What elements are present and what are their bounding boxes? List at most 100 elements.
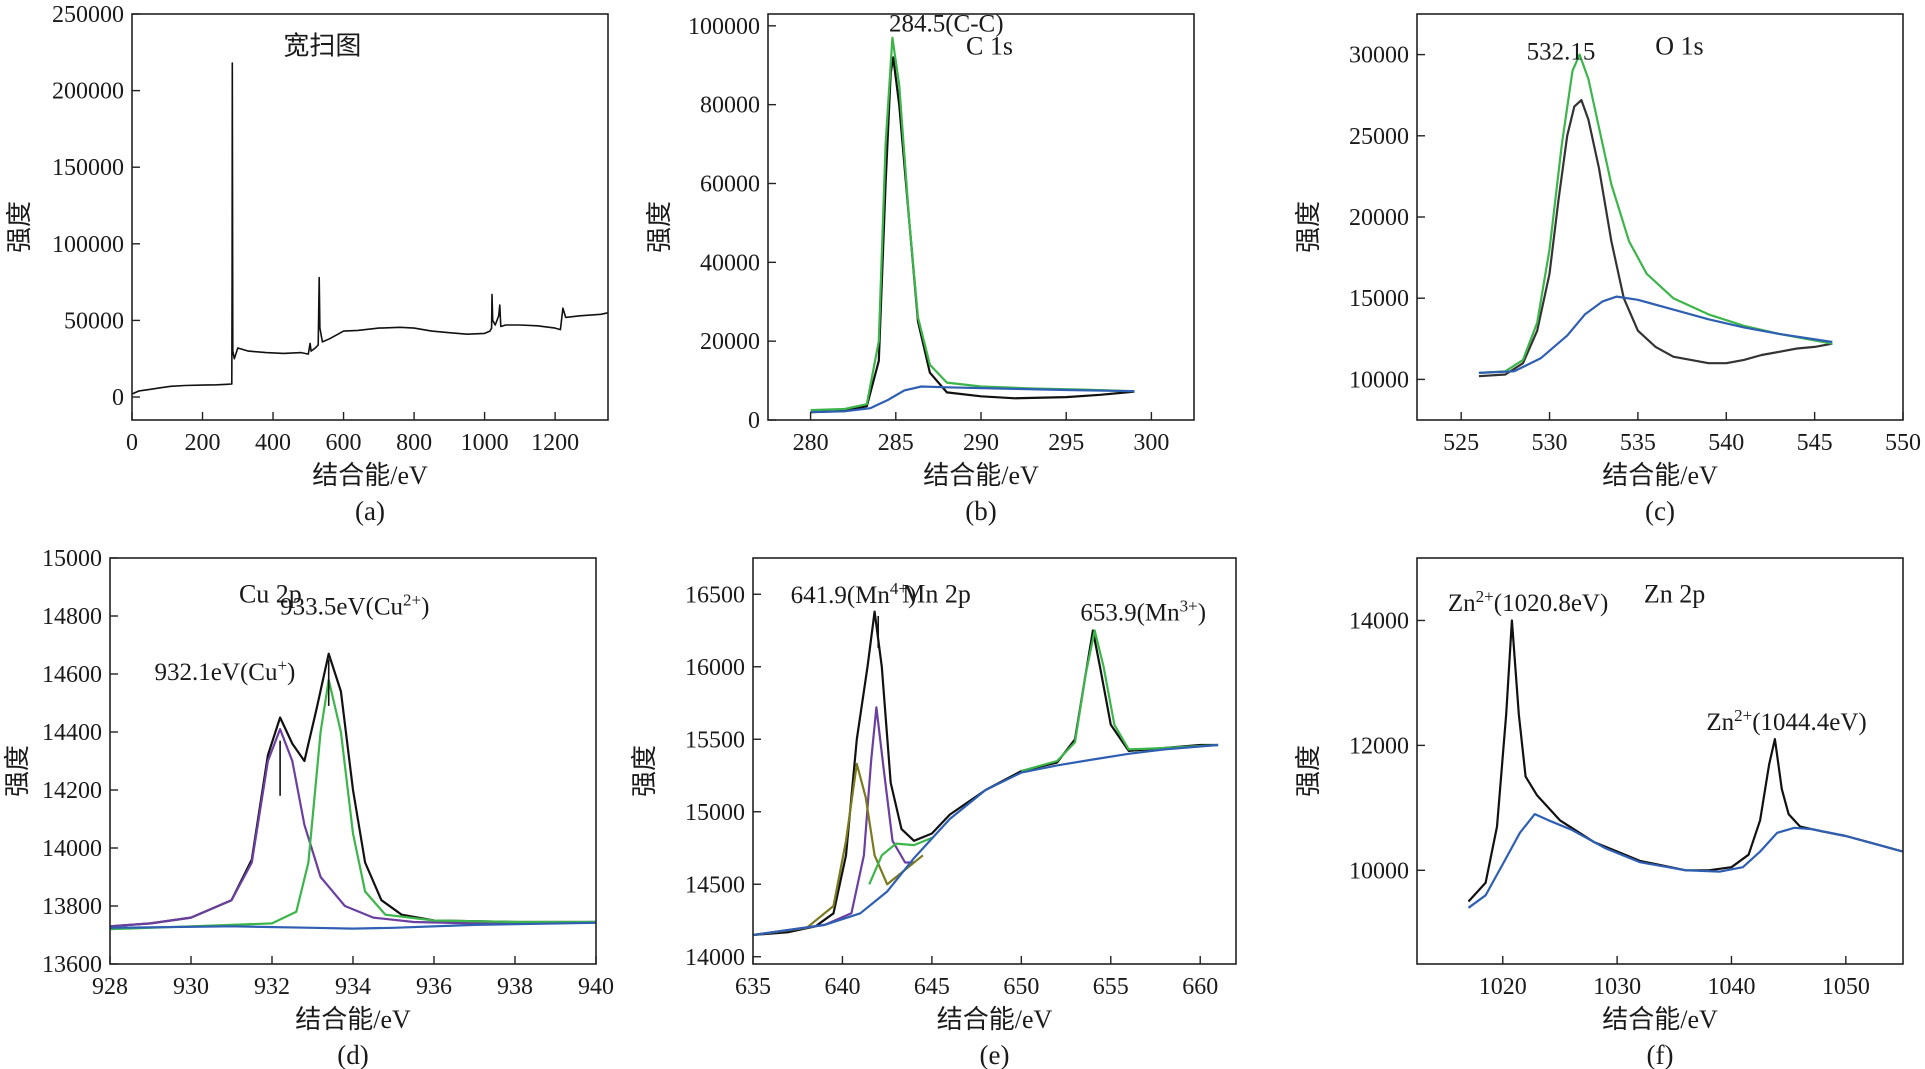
y-tick-label: 50000 bbox=[64, 308, 124, 334]
y-tick-label: 14500 bbox=[685, 872, 745, 898]
plot-frame bbox=[767, 13, 1195, 421]
chart-title: C 1s bbox=[966, 31, 1013, 60]
y-axis-label: 强度 bbox=[1294, 745, 1323, 797]
y-tick-label: 15000 bbox=[1349, 286, 1409, 312]
y-tick-label: 16000 bbox=[685, 655, 745, 681]
y-axis-label: 强度 bbox=[1294, 201, 1323, 253]
x-tick-label: 550 bbox=[1885, 430, 1921, 456]
plot-frame bbox=[752, 557, 1237, 965]
series-background bbox=[810, 385, 1135, 414]
plot-frame bbox=[1416, 557, 1904, 965]
series-satellite bbox=[753, 762, 924, 937]
x-tick-label: 940 bbox=[578, 974, 614, 1000]
x-tick-label: 535 bbox=[1620, 430, 1656, 456]
peak-annotation: 284.5(C-C) bbox=[889, 11, 1004, 38]
y-tick-label: 0 bbox=[748, 408, 760, 434]
peak-annotation: 532.15 bbox=[1527, 38, 1596, 65]
x-tick-label: 600 bbox=[326, 430, 362, 456]
x-tick-label: 645 bbox=[914, 974, 950, 1000]
panel-b-c1s: 280 285 290 295 300 0 20000 40000 60000 80000 1000… bbox=[645, 11, 1195, 526]
x-tick-label: 1040 bbox=[1707, 974, 1755, 1000]
y-axis-label: 强度 bbox=[630, 745, 659, 797]
x-tick-label: 400 bbox=[255, 430, 291, 456]
x-tick-label: 530 bbox=[1532, 430, 1568, 456]
panel-label: (b) bbox=[965, 496, 996, 526]
y-tick-label: 14000 bbox=[1349, 608, 1409, 634]
plot-frame bbox=[131, 13, 609, 421]
peak-annotation: 932.1eV(Cu+) bbox=[155, 655, 296, 686]
panel-f-zn2p: 1020 1030 1040 1050 10000 12000 14000 结合能/eV 强度 (… bbox=[1294, 557, 1904, 1069]
x-tick-label: 1050 bbox=[1822, 974, 1870, 1000]
x-tick-label: 0 bbox=[126, 430, 138, 456]
y-tick-label: 10000 bbox=[1349, 858, 1409, 884]
series-fit bbox=[810, 36, 1135, 412]
y-tick-label: 14600 bbox=[42, 662, 102, 688]
y-tick-label: 12000 bbox=[1349, 733, 1409, 759]
x-tick-label: 640 bbox=[824, 974, 860, 1000]
y-tick-label: 250000 bbox=[52, 2, 124, 28]
panel-label: (d) bbox=[337, 1040, 368, 1069]
chart-title: 宽扫图 bbox=[283, 31, 361, 60]
x-tick-label: 290 bbox=[963, 430, 999, 456]
panel-a-survey: 0 200 400 600 800 1000 1200 0 50000 100000 150000 2… bbox=[5, 2, 609, 526]
peak-annotation: 641.9(Mn4+) bbox=[791, 578, 917, 609]
y-tick-label: 100000 bbox=[52, 232, 124, 258]
y-tick-label: 14000 bbox=[685, 945, 745, 971]
panel-label: (e) bbox=[980, 1040, 1010, 1069]
y-tick-label: 30000 bbox=[1349, 43, 1409, 69]
x-tick-label: 285 bbox=[878, 430, 914, 456]
y-axis-label: 强度 bbox=[645, 201, 674, 253]
y-tick-label: 15000 bbox=[685, 800, 745, 826]
x-axis-label: 结合能/eV bbox=[312, 461, 428, 490]
chart-title: Cu 2p bbox=[239, 579, 302, 608]
y-tick-label: 20000 bbox=[700, 329, 760, 355]
y-axis-label: 强度 bbox=[5, 201, 34, 253]
x-tick-label: 1200 bbox=[531, 430, 579, 456]
y-tick-label: 15000 bbox=[42, 546, 102, 572]
y-axis-label: 强度 bbox=[3, 745, 32, 797]
panel-d-cu2p: 928 930 932 934 936 938 940 13600 13800 14000 1420… bbox=[3, 546, 614, 1069]
series-survey bbox=[132, 62, 608, 395]
x-tick-label: 655 bbox=[1093, 974, 1129, 1000]
chart-title: Mn 2p bbox=[902, 579, 971, 608]
series-cu- bbox=[110, 728, 596, 928]
y-tick-label: 14000 bbox=[42, 836, 102, 862]
x-tick-label: 295 bbox=[1048, 430, 1084, 456]
x-tick-label: 936 bbox=[416, 974, 452, 1000]
peak-annotation: 933.5eV(Cu2+) bbox=[280, 590, 429, 621]
series-fit bbox=[1478, 53, 1833, 374]
y-tick-label: 14400 bbox=[42, 720, 102, 746]
x-tick-label: 545 bbox=[1797, 430, 1833, 456]
y-tick-label: 100000 bbox=[688, 14, 760, 40]
series-background bbox=[753, 743, 1219, 937]
x-tick-label: 932 bbox=[254, 974, 290, 1000]
y-tick-label: 15500 bbox=[685, 727, 745, 753]
x-tick-label: 280 bbox=[793, 430, 829, 456]
peak-annotation: 653.9(Mn3+) bbox=[1080, 596, 1206, 627]
y-tick-label: 25000 bbox=[1349, 124, 1409, 150]
series-fit2 bbox=[868, 836, 933, 885]
y-tick-label: 13800 bbox=[42, 894, 102, 920]
x-tick-label: 800 bbox=[396, 430, 432, 456]
x-axis-label: 结合能/eV bbox=[1602, 1005, 1718, 1034]
x-tick-label: 934 bbox=[335, 974, 371, 1000]
chart-title: O 1s bbox=[1655, 31, 1703, 60]
x-tick-label: 300 bbox=[1133, 430, 1169, 456]
y-tick-label: 80000 bbox=[700, 93, 760, 119]
y-tick-label: 20000 bbox=[1349, 205, 1409, 231]
panel-label: (f) bbox=[1647, 1040, 1674, 1069]
x-tick-label: 540 bbox=[1708, 430, 1744, 456]
series-envelope bbox=[110, 652, 596, 928]
plot-frame bbox=[1416, 13, 1904, 421]
y-tick-label: 200000 bbox=[52, 79, 124, 105]
peak-annotation: Zn2+(1020.8eV) bbox=[1448, 587, 1608, 618]
x-tick-label: 1020 bbox=[1479, 974, 1527, 1000]
series-background bbox=[110, 921, 596, 930]
y-tick-label: 16500 bbox=[685, 582, 745, 608]
x-tick-label: 1000 bbox=[461, 430, 509, 456]
series-cu2- bbox=[110, 678, 596, 931]
panel-label: (a) bbox=[355, 496, 385, 526]
series-envelope bbox=[1467, 619, 1903, 903]
panel-e-mn2p: 635 640 645 650 655 660 14000 14500 15000 15500 16… bbox=[630, 557, 1237, 1069]
